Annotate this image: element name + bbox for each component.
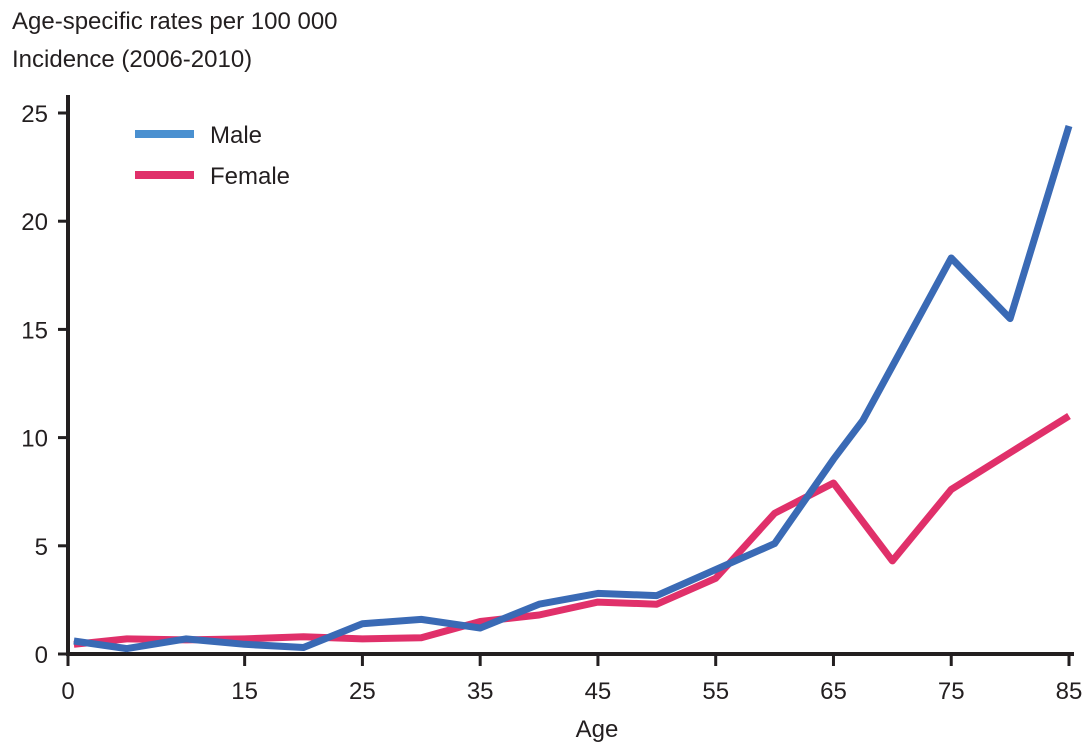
y-axis-title-line-2: Incidence (2006-2010) [12,46,253,73]
y-axis-title-line-1: Age-specific rates per 100 000 [12,8,338,35]
legend-label-male: Male [210,122,262,149]
x-tick-label: 25 [349,678,376,705]
x-tick-label: 15 [231,678,258,705]
y-tick-label: 5 [35,534,48,561]
legend-label-female: Female [210,163,290,190]
x-tick-label: 0 [61,678,74,705]
x-tick-label: 85 [1056,678,1083,705]
series-line-male [73,124,1073,653]
y-tick-label: 0 [35,642,48,669]
x-tick-label: 45 [585,678,612,705]
x-tick-label: 55 [702,678,729,705]
y-tick-label: 25 [21,101,48,128]
x-tick-label: 35 [467,678,494,705]
y-tick-label: 20 [21,209,48,236]
y-tick-label: 15 [21,317,48,344]
series-line-female [73,413,1071,648]
axes: 0 5 10 15 20 25 0 15 25 35 45 55 65 75 85 Age [21,95,1082,743]
series-lines [73,124,1073,653]
x-tick-label: 75 [938,678,965,705]
x-axis-title: Age [576,716,619,743]
y-tick-label: 10 [21,426,48,453]
legend: Male Female [135,122,290,190]
x-tick-label: 65 [820,678,847,705]
